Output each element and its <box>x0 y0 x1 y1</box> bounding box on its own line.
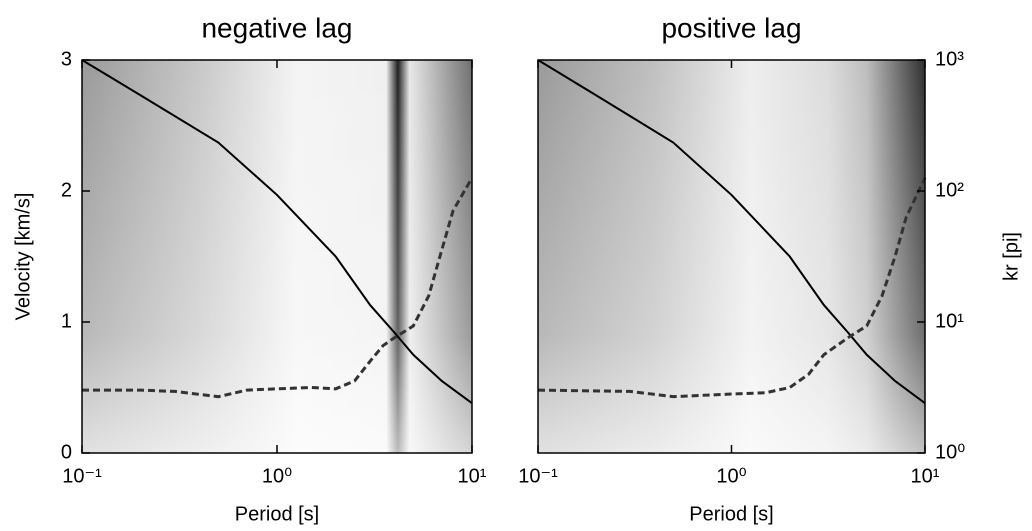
panel-title: negative lag <box>201 12 352 43</box>
x-tick-label: 10⁻¹ <box>62 465 102 487</box>
x-axis-label: Period [s] <box>689 503 773 525</box>
y-tick-label: 0 <box>61 441 72 463</box>
data-line <box>81 59 473 405</box>
y-tick-label: 3 <box>61 48 72 70</box>
data-line <box>537 177 927 399</box>
x-tick-label: 10⁰ <box>716 465 746 487</box>
y2-axis-label: kr [pi] <box>1000 232 1022 281</box>
y-axis-label: Velocity [km/s] <box>12 193 34 321</box>
x-tick-label: 10¹ <box>458 465 487 487</box>
x-tick-label: 10⁰ <box>262 465 292 487</box>
x-axis-label: Period [s] <box>235 503 319 525</box>
y-tick-label: 1 <box>61 310 72 332</box>
background-left <box>82 60 472 453</box>
background-right <box>538 60 925 453</box>
x-tick-label: 10¹ <box>911 465 940 487</box>
y2-tick-label: 10³ <box>935 48 964 70</box>
data-line <box>82 177 474 399</box>
y2-tick-label: 10² <box>935 179 964 201</box>
y-tick-label: 2 <box>61 179 72 201</box>
x-tick-label: 10⁻¹ <box>518 465 558 487</box>
panel-title: positive lag <box>661 12 801 43</box>
y2-tick-label: 10¹ <box>935 310 964 332</box>
y2-tick-label: 10⁰ <box>935 441 965 463</box>
data-line <box>537 59 926 405</box>
